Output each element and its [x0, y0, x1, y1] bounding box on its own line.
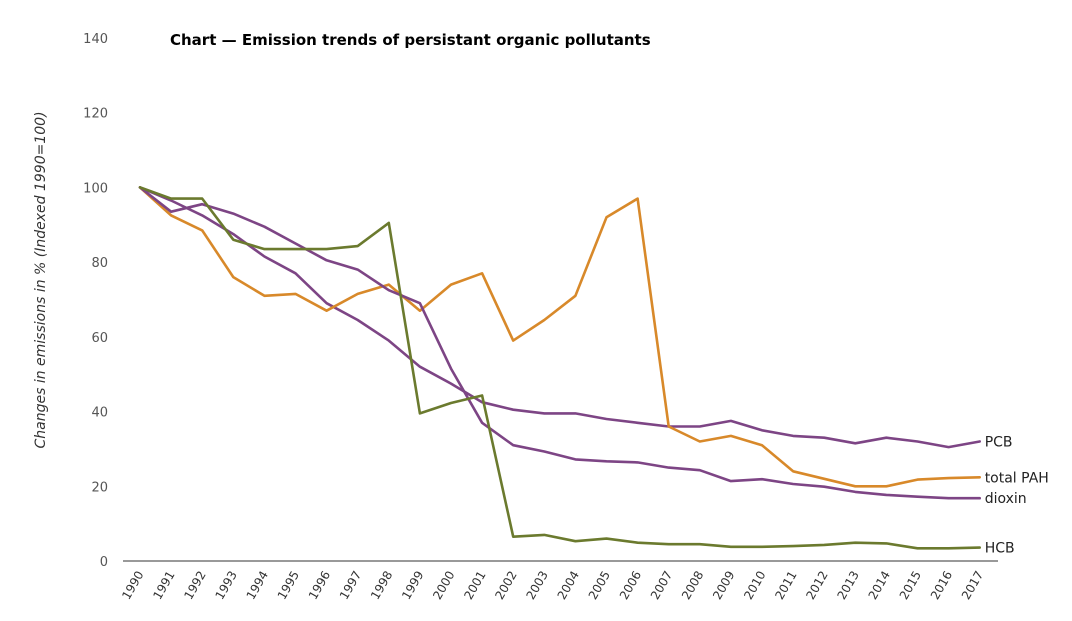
series-line-hcb	[138, 186, 982, 550]
x-tick-label: 1991	[150, 569, 177, 602]
y-tick-label: 20	[91, 480, 108, 495]
x-tick-label: 2015	[897, 569, 924, 602]
x-tick-label: 2016	[928, 569, 955, 602]
y-axis-label: Changes in emissions in % (Indexed 1990=…	[33, 111, 49, 448]
chart-title: Chart — Emission trends of persistant or…	[170, 31, 651, 49]
series-labels: PCB total PAH dioxin HCB	[985, 434, 1049, 556]
x-tick-label: 1999	[399, 569, 426, 602]
x-tick-label: 2009	[710, 569, 737, 602]
y-axis-ticks: 0 20 40 60 80 100 120 140	[83, 32, 108, 570]
x-tick-label: 2017	[959, 569, 986, 602]
x-tick-label: 2007	[648, 569, 675, 602]
x-tick-label: 1997	[337, 569, 364, 602]
y-tick-label: 40	[91, 406, 108, 421]
series-label-total-pah: total PAH	[985, 470, 1049, 486]
y-tick-label: 0	[100, 555, 108, 570]
series-line-dioxin	[138, 186, 982, 500]
x-tick-label: 2010	[741, 569, 768, 602]
x-tick-label: 2011	[772, 569, 799, 602]
series-label-dioxin: dioxin	[985, 491, 1027, 507]
x-tick-label: 2005	[586, 569, 613, 602]
x-tick-label: 1992	[181, 569, 208, 602]
y-tick-label: 140	[83, 32, 108, 47]
series-label-pcb: PCB	[985, 434, 1013, 450]
x-tick-label: 2001	[461, 569, 488, 602]
x-tick-label: 1994	[244, 569, 271, 602]
x-tick-label: 1998	[368, 569, 395, 602]
x-tick-label: 2008	[679, 569, 706, 602]
y-tick-label: 60	[91, 331, 108, 346]
x-tick-label: 2002	[492, 569, 519, 602]
series-line-pcb	[138, 186, 982, 449]
series-label-hcb: HCB	[985, 541, 1015, 557]
series-lines	[138, 186, 982, 550]
x-tick-label: 2004	[555, 569, 582, 602]
y-tick-label: 100	[83, 181, 108, 196]
x-tick-label: 2013	[835, 569, 862, 602]
x-tick-label: 2012	[803, 569, 830, 602]
x-tick-label: 2003	[524, 569, 551, 602]
x-tick-label: 2000	[430, 569, 457, 602]
x-axis-ticks: 1990 1991 1992 1993 1994 1995 1996 1997 1998 1999…	[119, 569, 986, 602]
x-tick-label: 2006	[617, 569, 644, 602]
x-tick-label: 2014	[866, 569, 893, 602]
y-tick-label: 120	[83, 107, 108, 122]
y-tick-label: 80	[91, 256, 108, 271]
x-tick-label: 1990	[119, 569, 146, 602]
x-tick-label: 1995	[275, 569, 302, 602]
x-tick-label: 1993	[213, 569, 240, 602]
x-tick-label: 1996	[306, 569, 333, 602]
series-line-total-pah	[138, 186, 982, 488]
